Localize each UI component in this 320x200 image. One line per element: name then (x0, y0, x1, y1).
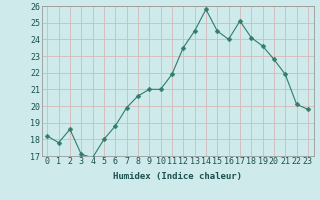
X-axis label: Humidex (Indice chaleur): Humidex (Indice chaleur) (113, 172, 242, 181)
